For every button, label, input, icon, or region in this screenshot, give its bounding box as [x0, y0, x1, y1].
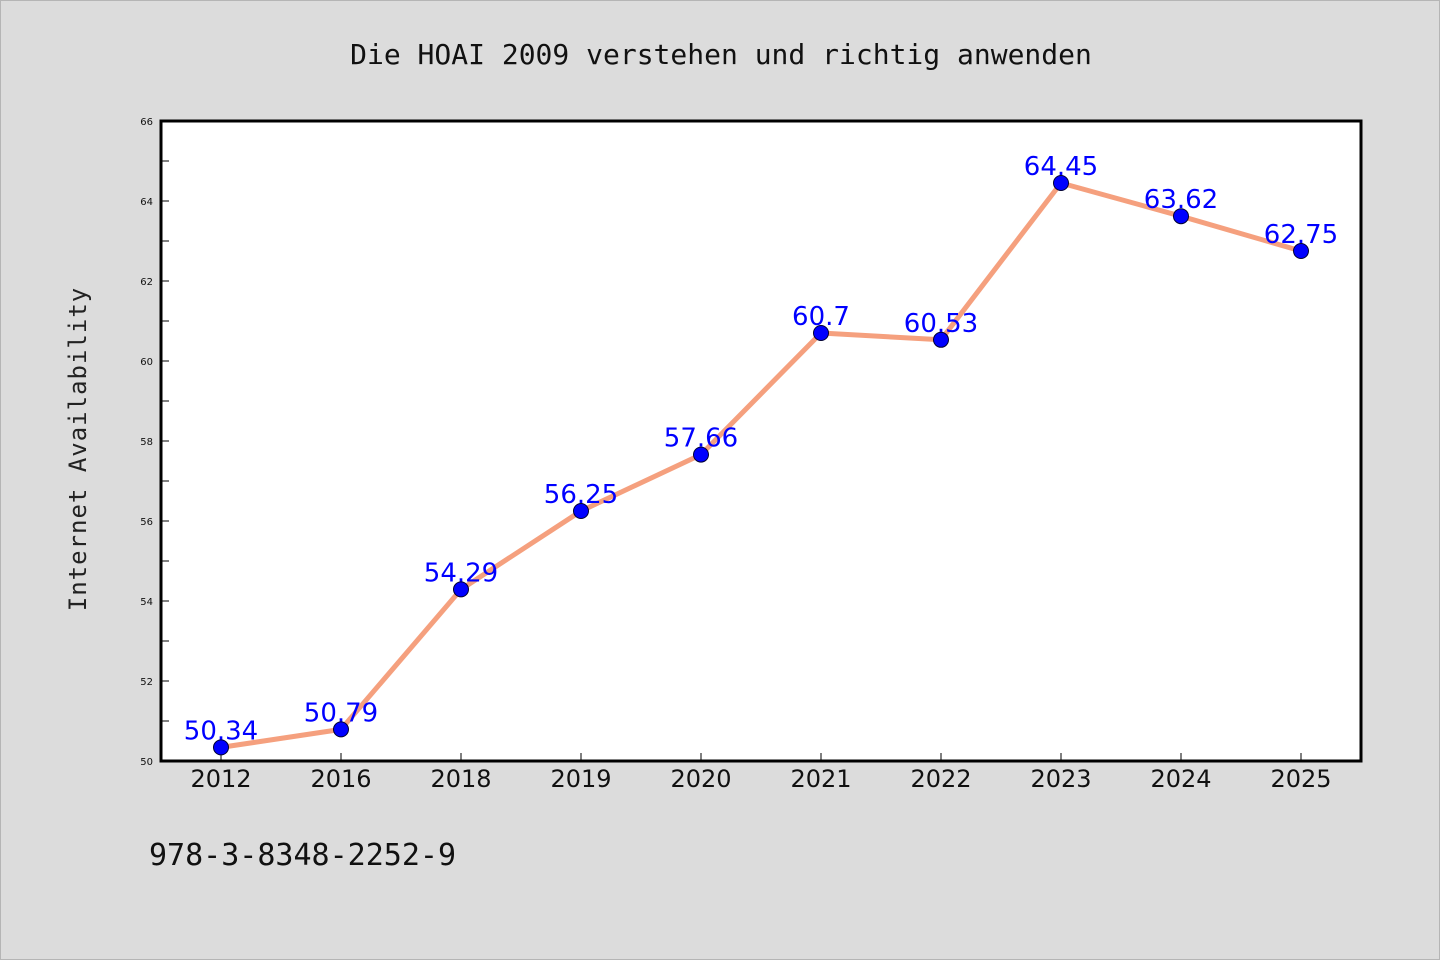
data-label: 62.75 [1264, 220, 1338, 250]
chart-title: Die HOAI 2009 verstehen und richtig anwe… [350, 38, 1092, 71]
data-label: 57.66 [664, 424, 738, 454]
data-label: 64.45 [1024, 152, 1098, 182]
x-axis: 2012 2016 2018 2019 2020 2021 2022 2023 2024 2025 [190, 753, 1332, 793]
isbn-text: 978-3-8348-2252-9 [149, 838, 456, 873]
data-point [333, 721, 349, 738]
data-labels: 50.34 50.79 54.29 56.25 57.66 60.7 60.53 64.45 6… [184, 152, 1338, 746]
y-tick-label: 52 [140, 677, 153, 688]
data-label: 54.29 [424, 558, 498, 588]
data-label: 60.53 [904, 309, 978, 339]
data-point [693, 446, 709, 463]
data-point [813, 325, 829, 341]
data-point [1053, 175, 1069, 191]
plot-area [159, 119, 1363, 763]
y-tick-label: 60 [140, 357, 153, 368]
y-tick-label: 62 [140, 277, 153, 288]
data-markers [213, 175, 1309, 756]
data-point [573, 503, 589, 519]
data-label: 56.25 [544, 480, 618, 510]
y-tick-label: 58 [140, 437, 153, 448]
y-tick-label: 54 [140, 597, 153, 608]
x-tick-label: 2023 [1030, 765, 1091, 793]
data-label: 50.79 [304, 698, 378, 728]
x-tick-label: 2024 [1150, 765, 1211, 793]
x-tick-label: 2025 [1270, 765, 1331, 793]
x-tick-label: 2022 [910, 765, 971, 793]
x-tick-label: 2020 [670, 765, 731, 793]
x-tick-label: 2012 [190, 765, 251, 793]
y-tick-label: 66 [140, 117, 153, 128]
data-label: 50.34 [184, 716, 258, 746]
data-point [933, 331, 949, 348]
data-point [1173, 208, 1189, 225]
x-tick-label: 2016 [310, 765, 371, 793]
data-label: 63.62 [1144, 185, 1218, 215]
data-point [1293, 243, 1309, 259]
x-tick-label: 2019 [550, 765, 611, 793]
y-axis-label: Internet Availability [64, 287, 92, 611]
y-axis: 50 52 54 56 58 60 62 64 66 [140, 117, 169, 768]
data-point [213, 739, 229, 756]
y-tick-label: 50 [140, 757, 153, 768]
series-line [218, 180, 1304, 750]
data-label: 60.7 [792, 302, 850, 332]
data-point [453, 581, 469, 598]
x-tick-label: 2021 [790, 765, 851, 793]
y-tick-label: 64 [140, 197, 153, 208]
x-tick-label: 2018 [430, 765, 491, 793]
y-tick-label: 56 [140, 517, 153, 528]
